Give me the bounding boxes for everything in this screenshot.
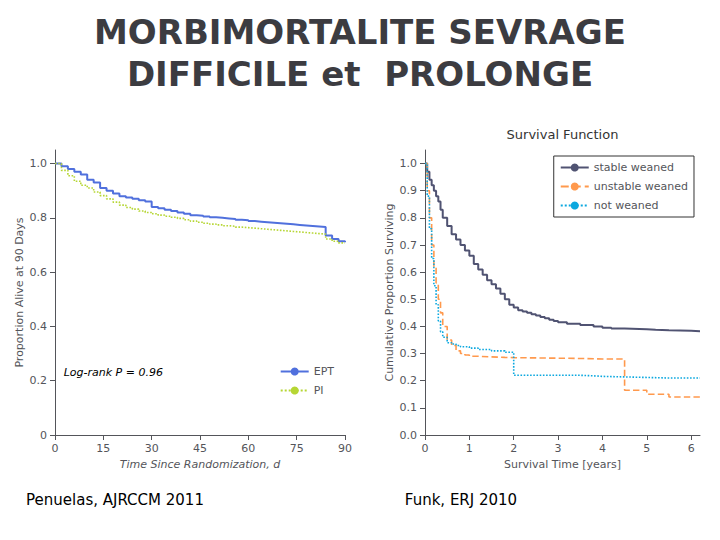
svg-text:0.9: 0.9 — [400, 184, 418, 197]
svg-text:0: 0 — [422, 442, 429, 455]
svg-text:1.0: 1.0 — [400, 157, 418, 170]
svg-text:Penuelas, AJRCCM 2011: Penuelas, AJRCCM 2011 — [26, 491, 204, 509]
svg-text:4: 4 — [599, 442, 606, 455]
svg-text:60: 60 — [241, 442, 255, 455]
svg-text:0: 0 — [52, 442, 59, 455]
svg-text:MORBIMORTALITE SEVRAGE: MORBIMORTALITE SEVRAGE — [94, 12, 626, 52]
svg-text:EPT: EPT — [314, 365, 335, 378]
svg-text:stable weaned: stable weaned — [594, 161, 674, 174]
svg-text:0.2: 0.2 — [400, 374, 418, 387]
svg-text:0.8: 0.8 — [400, 211, 418, 224]
svg-text:Survival Function: Survival Function — [507, 127, 619, 142]
svg-text:0.4: 0.4 — [30, 320, 48, 333]
svg-text:5: 5 — [643, 442, 650, 455]
svg-text:0.7: 0.7 — [400, 239, 418, 252]
svg-text:0.3: 0.3 — [400, 347, 418, 360]
svg-text:unstable weaned: unstable weaned — [594, 180, 688, 193]
svg-text:0.1: 0.1 — [400, 401, 418, 414]
svg-text:PI: PI — [314, 384, 324, 397]
svg-text:2: 2 — [510, 442, 517, 455]
svg-text:Cumulative Proportion Survivin: Cumulative Proportion Surviving — [383, 203, 396, 381]
svg-text:30: 30 — [145, 442, 159, 455]
svg-text:3: 3 — [555, 442, 562, 455]
svg-text:45: 45 — [193, 442, 207, 455]
svg-text:Survival Time [years]: Survival Time [years] — [504, 458, 621, 471]
svg-text:75: 75 — [290, 442, 304, 455]
svg-text:0.5: 0.5 — [400, 293, 418, 306]
svg-text:1.0: 1.0 — [30, 157, 48, 170]
svg-text:DIFFICILE et PROLONGE: DIFFICILE et PROLONGE — [127, 54, 593, 94]
svg-text:Proportion Alive at 90 Days: Proportion Alive at 90 Days — [13, 217, 26, 367]
svg-text:not weaned: not weaned — [594, 199, 659, 212]
svg-text:6: 6 — [688, 442, 695, 455]
svg-text:0.0: 0.0 — [400, 429, 418, 442]
svg-text:0: 0 — [40, 429, 47, 442]
svg-text:0.4: 0.4 — [400, 320, 418, 333]
svg-text:15: 15 — [96, 442, 110, 455]
svg-text:Time Since Randomization, d: Time Since Randomization, d — [120, 458, 281, 471]
svg-text:0.8: 0.8 — [30, 211, 48, 224]
svg-text:0.6: 0.6 — [30, 266, 48, 279]
svg-text:1: 1 — [466, 442, 473, 455]
svg-text:0.6: 0.6 — [400, 266, 418, 279]
svg-text:90: 90 — [338, 442, 352, 455]
svg-text:0.2: 0.2 — [30, 374, 48, 387]
svg-text:Funk, ERJ 2010: Funk, ERJ 2010 — [405, 491, 517, 509]
svg-text:Log-rank P = 0.96: Log-rank P = 0.96 — [64, 366, 163, 379]
